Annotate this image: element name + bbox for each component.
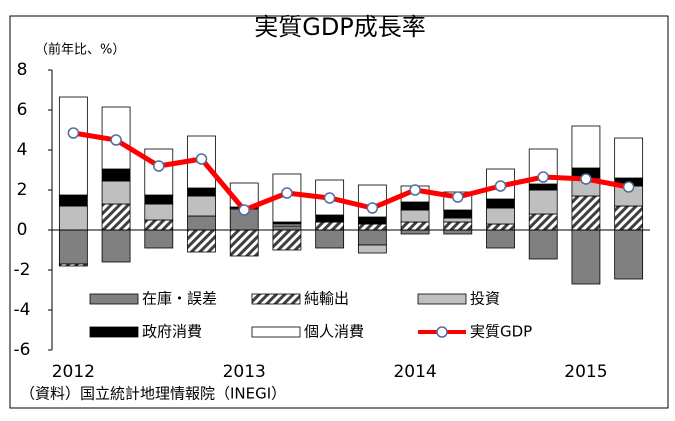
bar-segment: [443, 229, 473, 235]
line-marker: [323, 192, 336, 204]
bar-segment: [528, 189, 558, 215]
line-marker: [67, 127, 80, 139]
bar-segment: [443, 221, 473, 231]
line-marker: [195, 153, 208, 165]
line: [72, 130, 630, 213]
bar-segment: [187, 215, 216, 231]
bar-segment: [400, 201, 430, 211]
line-marker: [366, 202, 379, 214]
line-marker: [409, 184, 421, 196]
line-marker: [281, 187, 293, 199]
bar-segment: [443, 209, 473, 219]
bar-segment: [528, 213, 558, 231]
legend-label: 個人消費: [304, 323, 364, 341]
line-marker: [238, 204, 250, 216]
bar-segment: [144, 148, 174, 196]
line-marker: [110, 134, 122, 146]
legend-label: 純輸出: [304, 290, 349, 308]
line-marker: [153, 160, 165, 172]
bar-segment: [144, 194, 174, 205]
legend-swatch: [89, 326, 139, 338]
bar-segment: [400, 221, 430, 231]
legend-label: 在庫・誤差: [142, 290, 217, 308]
bar-segment: [400, 209, 430, 223]
legend-swatch: [89, 293, 139, 305]
y-tick-label: -4: [14, 300, 31, 320]
bar-segment: [528, 229, 558, 260]
y-tick-label: 6: [17, 100, 28, 120]
bar-segment: [315, 229, 345, 249]
bar-segment: [571, 125, 601, 169]
bar-segment: [144, 203, 174, 221]
bar-segment: [486, 223, 515, 231]
bar-segment: [272, 225, 302, 231]
x-tick-label: 2012: [52, 362, 95, 382]
legend-swatch: [251, 293, 301, 305]
bar-segment: [187, 195, 216, 217]
bar-segment: [571, 195, 601, 231]
legend-marker: [436, 326, 448, 338]
line-marker: [537, 171, 549, 183]
legend-label: 政府消費: [142, 323, 202, 341]
y-tick-label: -2: [14, 260, 31, 280]
y-tick-label: 0: [17, 220, 28, 240]
bar-segment: [144, 229, 174, 249]
bar-segment: [58, 263, 88, 267]
bar-segment: [400, 229, 430, 235]
bar-segment: [357, 223, 387, 231]
bar-segment: [443, 217, 473, 223]
bar-segment: [58, 96, 88, 196]
bar-segment: [315, 221, 345, 231]
chart-title: 実質GDP成長率: [254, 13, 426, 41]
bar-segment: [58, 229, 88, 265]
bar-segment: [357, 216, 387, 225]
line-marker: [494, 180, 507, 192]
bar-segment: [187, 229, 216, 253]
line-marker: [452, 191, 464, 203]
x-tick-label: 2014: [393, 362, 436, 382]
legend-label: 投資: [470, 290, 500, 308]
bar-segment: [357, 244, 387, 254]
y-tick-label: 2: [17, 180, 28, 200]
line-marker: [622, 181, 635, 193]
bar-segment: [144, 219, 174, 231]
bar-segment: [101, 203, 131, 231]
bar-segment: [528, 183, 558, 191]
y-tick-label: 8: [17, 60, 28, 80]
line-marker: [580, 173, 592, 185]
bar-segment: [486, 198, 515, 209]
bar-segment: [229, 229, 259, 257]
bar-segment: [486, 229, 515, 249]
y-axis-label: （前年比、%）: [35, 42, 125, 58]
y-tick-label: -6: [14, 340, 31, 360]
legend-swatch: [251, 326, 301, 338]
x-tick-label: 2013: [223, 362, 266, 382]
bar-segment: [571, 229, 601, 285]
bar-segment: [614, 137, 644, 179]
legend-swatch: [417, 293, 467, 305]
source: （資料）国立統計地理情報院（INEGI）: [20, 385, 286, 403]
bar-segment: [101, 180, 131, 205]
bar-segment: [58, 194, 88, 207]
bar-segment: [58, 205, 88, 231]
y-tick-label: 4: [17, 140, 28, 160]
bar-segment: [101, 168, 131, 182]
bar-segment: [486, 207, 515, 225]
bar-segment: [101, 229, 131, 263]
bar-segment: [357, 229, 387, 246]
bar-segment: [315, 214, 345, 223]
bar-segment: [187, 187, 216, 197]
bar-segment: [614, 229, 644, 280]
legend-label: 実質GDP: [470, 323, 532, 341]
bar-segment: [614, 205, 644, 231]
bar-segment: [272, 229, 302, 251]
x-tick-label: 2015: [564, 362, 607, 382]
